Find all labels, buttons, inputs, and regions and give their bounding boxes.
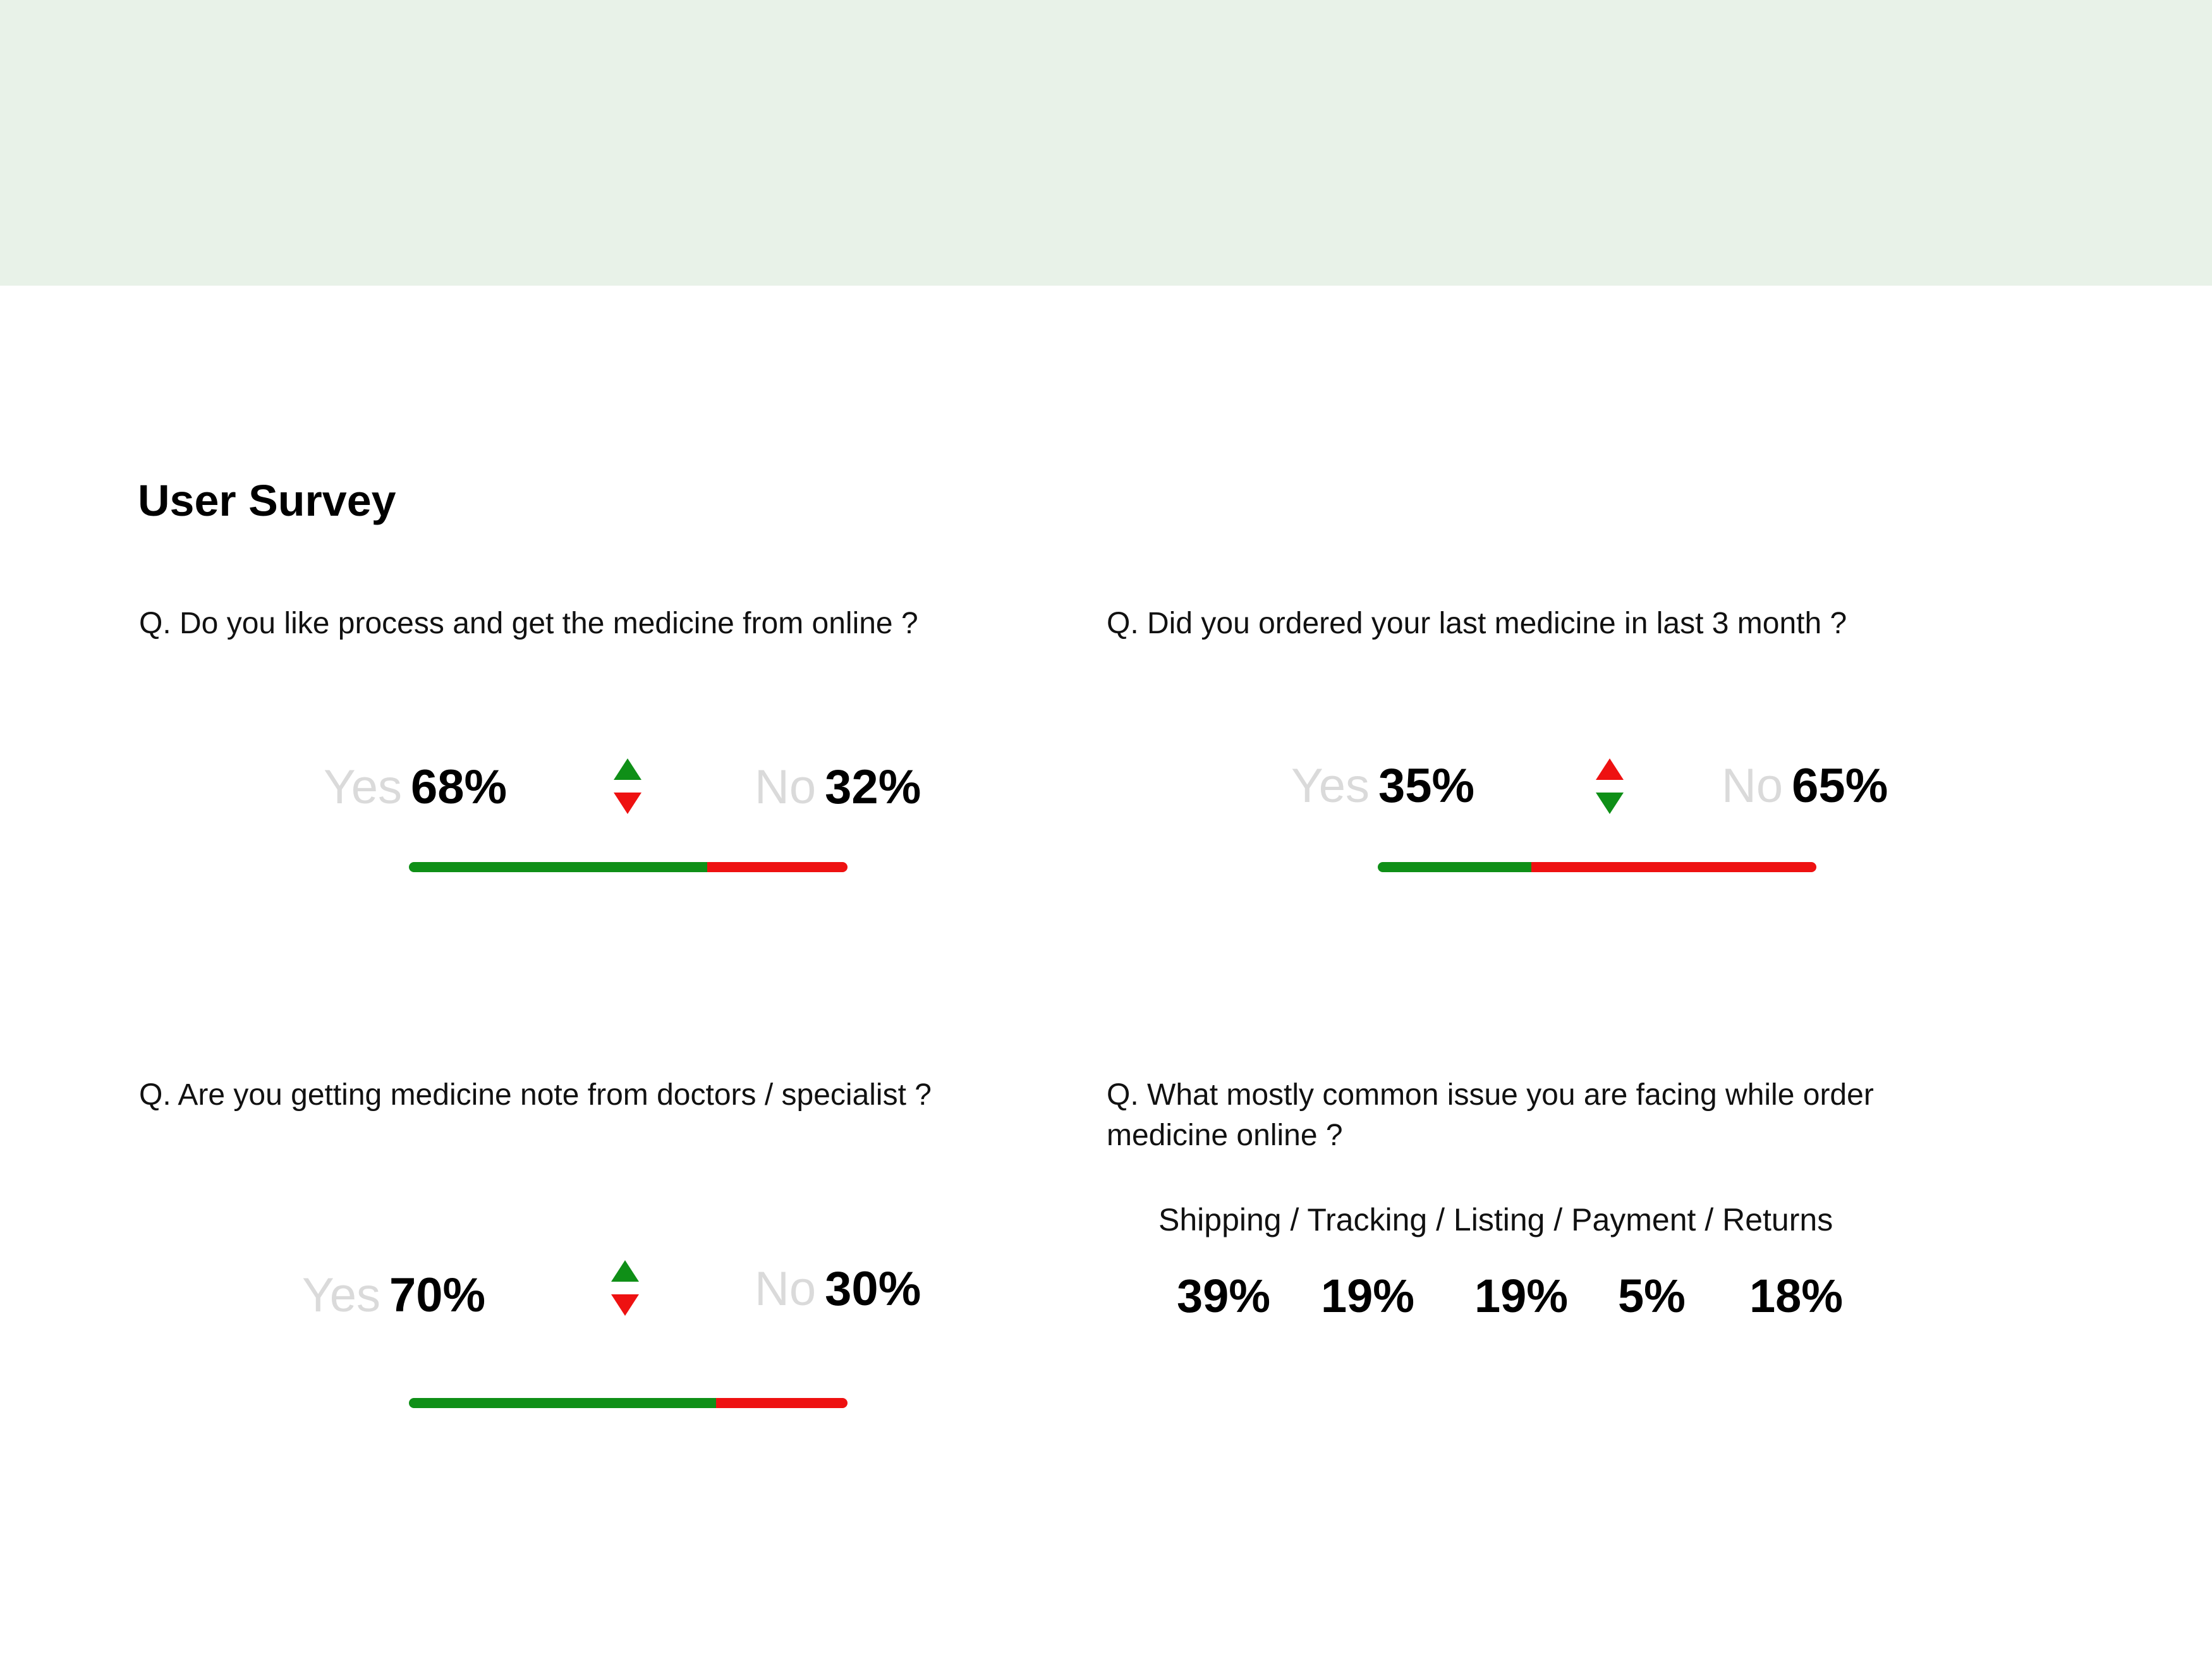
q1-yes-value: 68% <box>410 760 507 814</box>
question-4: Q. What mostly common issue you are faci… <box>1107 1078 1874 1152</box>
q3-no-label: No <box>755 1262 817 1316</box>
q1-no-stat: No 32% <box>755 763 921 811</box>
question-2: Q. Did you ordered your last medicine in… <box>1107 607 1847 640</box>
q3-bar-no-segment <box>715 1398 848 1408</box>
q1-bar-no-segment <box>707 862 848 872</box>
q4-shipping-value: 39% <box>1177 1270 1271 1322</box>
q2-no-label: No <box>1722 759 1784 813</box>
q2-bar-yes-segment <box>1378 862 1531 872</box>
q1-trend-arrows <box>614 758 641 822</box>
q2-no-value: 65% <box>1792 759 1888 813</box>
q2-down-arrow-icon <box>1596 793 1624 814</box>
q1-yes-label: Yes <box>324 760 402 814</box>
header-band <box>0 0 2212 286</box>
q4-listing-value: 19% <box>1474 1270 1569 1322</box>
question-3: Q. Are you getting medicine note from do… <box>139 1078 932 1112</box>
q1-down-arrow-icon <box>614 793 641 814</box>
q4-tracking-value: 19% <box>1321 1270 1415 1322</box>
q1-yes-stat: Yes 68% <box>324 763 507 811</box>
q2-up-arrow-icon <box>1596 758 1624 780</box>
q4-payment-value: 5% <box>1618 1270 1686 1322</box>
q1-no-label: No <box>755 760 817 814</box>
q1-no-value: 32% <box>825 760 921 814</box>
q3-progress-bar <box>409 1398 848 1408</box>
q3-yes-value: 70% <box>389 1268 486 1322</box>
q2-yes-value: 35% <box>1378 759 1475 813</box>
q3-bar-yes-segment <box>409 1398 716 1408</box>
q2-trend-arrows <box>1596 758 1624 822</box>
q3-yes-label: Yes <box>302 1268 380 1322</box>
q4-returns-value: 18% <box>1749 1270 1844 1322</box>
q1-progress-bar <box>409 862 848 872</box>
q2-bar-no-segment <box>1531 862 1816 872</box>
q3-no-value: 30% <box>825 1262 921 1316</box>
q3-no-stat: No 30% <box>755 1265 921 1313</box>
q3-up-arrow-icon <box>611 1260 639 1282</box>
q1-bar-yes-segment <box>409 862 707 872</box>
q3-yes-stat: Yes 70% <box>302 1272 485 1320</box>
q2-no-stat: No 65% <box>1722 762 1888 810</box>
q3-down-arrow-icon <box>611 1294 639 1316</box>
q2-progress-bar <box>1378 862 1816 872</box>
q1-up-arrow-icon <box>614 758 641 780</box>
q2-yes-stat: Yes 35% <box>1291 762 1474 810</box>
section-title: User Survey <box>138 476 396 525</box>
q2-yes-label: Yes <box>1291 759 1370 813</box>
q4-issue-categories: Shipping / Tracking / Listing / Payment … <box>1158 1202 1833 1237</box>
question-1: Q. Do you like process and get the medic… <box>139 607 918 640</box>
q3-trend-arrows <box>611 1260 639 1323</box>
